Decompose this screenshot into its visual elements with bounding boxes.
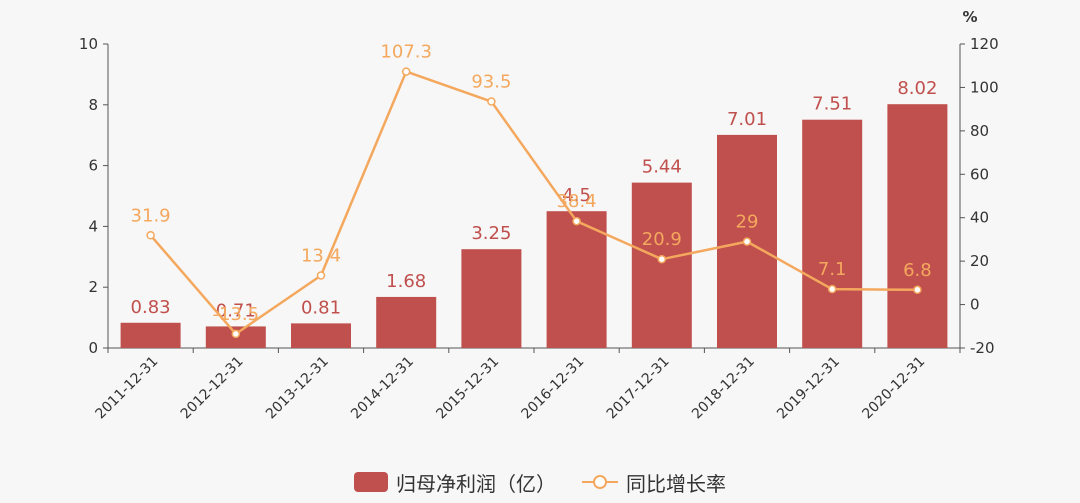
growth-point [572,216,581,226]
growth-point [401,67,411,76]
bar [461,249,522,348]
y-right-tick-label: 20 [970,252,989,270]
y-right-unit-label: % [962,8,977,26]
growth-point [913,285,922,295]
y-right-tick-label: 40 [970,209,989,227]
bar [546,211,607,348]
legend-item-net-profit[interactable]: 归母净利润（亿） [354,468,556,497]
growth-value-label: 93.5 [471,72,511,93]
bar-value-label: 0.81 [301,297,341,318]
y-left-tick-label: 4 [88,217,98,235]
legend: 归母净利润（亿） 同比增长率 [0,466,1080,498]
growth-point [827,284,837,294]
y-left-tick-label: 0 [88,339,98,357]
bar [631,182,692,348]
x-tick-label: 2017-12-31 [604,354,673,423]
bar-value-label: 4.5 [562,185,591,206]
bar-value-label: 7.51 [812,94,852,115]
y-right-tick-label: 80 [970,122,989,140]
chart: 0 2 4 6 8 10 -20 0 20 40 60 80 100 120% 2011-12-31 2012… [79,8,999,423]
legend-label-yoy-growth: 同比增长率 [626,471,726,496]
x-tick-label: 2018-12-31 [689,354,758,423]
growth-point [657,254,667,264]
growth-point [231,329,241,339]
y-right-tick-label: 120 [970,35,999,53]
y-right-tick-label: 0 [970,296,980,314]
growth-point [487,97,496,106]
y-left-tick-label: 10 [79,35,98,53]
bar [376,296,437,348]
y-left-tick-label: 6 [88,157,98,175]
x-tick-label: 2019-12-31 [774,354,843,423]
bar-value-label: 5.44 [642,157,682,178]
growth-point [742,237,752,246]
legend-swatch-line [582,475,618,489]
growth-point [316,271,326,280]
bar-value-label: 1.68 [386,271,426,292]
y-left-tick-label: 2 [88,278,98,296]
bar [120,322,181,348]
legend-label-net-profit: 归母净利润（亿） [396,471,556,496]
bar [887,104,948,348]
legend-item-yoy-growth[interactable]: 同比增长率 [582,468,726,497]
growth-value-label: 29 [736,212,759,233]
x-tick-label: 2012-12-31 [178,354,247,423]
y-right-tick-label: 60 [970,165,989,183]
bar-value-label: 3.25 [471,223,511,244]
growth-line [149,70,918,336]
growth-point [146,231,155,240]
growth-value-label: 7.1 [818,259,847,280]
bar-value-label: 8.02 [897,78,937,99]
x-tick-label: 2015-12-31 [433,354,502,423]
x-tick-label: 2020-12-31 [859,354,928,423]
growth-value-label: 20.9 [642,229,682,250]
y-right-tick-label: 100 [970,78,999,96]
growth-value-label: 31.9 [131,205,171,226]
x-tick-label: 2013-12-31 [263,354,332,423]
bar-value-label: 0.83 [131,297,171,318]
growth-value-label: 6.8 [903,260,932,281]
growth-value-label: 107.3 [380,42,432,63]
x-tick-label: 2014-12-31 [348,354,417,423]
y-right-tick-label: -20 [970,339,995,357]
legend-swatch-bar [354,472,388,492]
growth-value-label: 38.4 [557,191,597,212]
growth-value-label: 13.4 [301,245,341,266]
x-tick-label: 2011-12-31 [93,354,162,423]
bar [802,119,863,348]
x-tick-label: 2016-12-31 [519,354,588,423]
bar-value-label: 0.71 [216,300,256,321]
growth-value-label: -13.5 [213,304,260,325]
bar [291,323,351,348]
y-left-tick-label: 8 [88,96,98,114]
bar-value-label: 7.01 [727,109,767,130]
